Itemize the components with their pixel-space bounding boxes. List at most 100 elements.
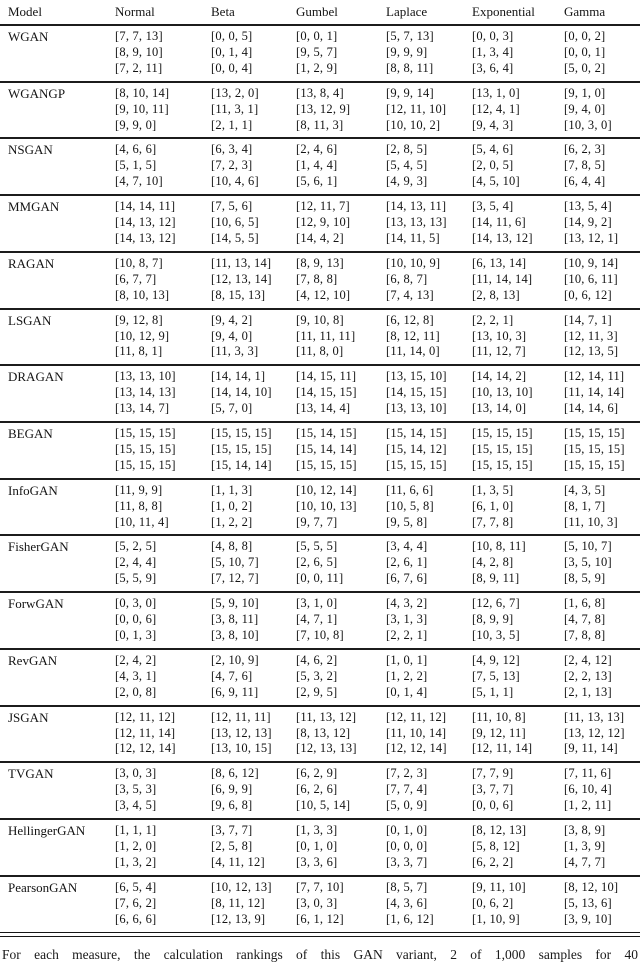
table-row: MMGAN [14, 14, 11] [14, 13, 12] [14, 13, 12… <box>0 194 640 252</box>
triplet-value: [9, 10, 11] <box>115 101 169 116</box>
triplet-value: [11, 14, 14] <box>472 271 533 286</box>
table-row: BEGAN [15, 15, 15] [15, 15, 15] [15, 15, 15… <box>0 421 640 479</box>
table-row: NSGAN [4, 6, 6] [5, 1, 5] [4, 7, 10] [6, 3, … <box>0 137 640 196</box>
table-row: WGAN [7, 7, 13] [8, 9, 10] [7, 2, 11] [0, 0,… <box>0 25 640 82</box>
triplet-value: [7, 7, 9] <box>472 766 514 781</box>
triplet-value: [7, 6, 2] <box>115 895 157 910</box>
triplet-value: [6, 12, 8] <box>386 312 434 327</box>
triplet-value: [2, 4, 12] <box>564 652 612 667</box>
triplet-value: [9, 4, 0] <box>211 328 253 343</box>
value-cell: [12, 11, 12] [11, 10, 14] [12, 12, 14] <box>378 704 464 763</box>
triplet-value: [7, 7, 13] <box>115 29 163 43</box>
column-header-normal: Normal <box>107 0 203 26</box>
triplet-value: [4, 6, 6] <box>115 142 157 157</box>
triplet-value: [3, 3, 6] <box>296 854 338 869</box>
triplet-value: [5, 8, 12] <box>472 838 520 853</box>
value-cell: [12, 6, 7] [8, 9, 9] [10, 3, 5] <box>464 591 556 649</box>
triplet-value: [13, 13, 10] <box>386 401 447 416</box>
triplet-value: [14, 13, 12] <box>472 230 533 245</box>
triplet-value: [2, 1, 13] <box>564 684 612 699</box>
triplet-value: [6, 7, 7] <box>115 271 157 286</box>
triplet-value: [11, 8, 1] <box>115 344 163 359</box>
value-cell: [0, 0, 3] [1, 3, 4] [3, 6, 4] <box>464 25 556 82</box>
triplet-value: [5, 4, 6] <box>472 142 514 157</box>
triplet-value: [2, 0, 5] <box>472 158 514 173</box>
triplet-value: [2, 8, 5] <box>386 142 428 157</box>
value-cell: [8, 6, 12] [6, 9, 9] [9, 6, 8] <box>203 761 288 820</box>
model-name: MMGAN <box>0 194 107 252</box>
gan-results-table: Model Normal Beta Gumbel Laplace Exponential G… <box>0 0 640 932</box>
triplet-value: [11, 13, 13] <box>564 709 625 724</box>
triplet-value: [5, 3, 2] <box>296 668 338 683</box>
value-cell: [1, 1, 3] [1, 0, 2] [1, 2, 2] <box>203 477 288 536</box>
triplet-value: [3, 3, 7] <box>386 854 428 869</box>
triplet-value: [14, 7, 1] <box>564 312 612 327</box>
triplet-value: [4, 11, 12] <box>211 854 265 869</box>
value-cell: [2, 4, 2] [4, 3, 1] [2, 0, 8] <box>107 647 203 706</box>
triplet-value: [15, 15, 15] <box>564 426 625 441</box>
triplet-value: [2, 4, 2] <box>115 652 157 667</box>
value-cell: [7, 11, 6] [6, 10, 4] [1, 2, 11] <box>556 761 640 820</box>
value-cell: [6, 2, 3] [7, 8, 5] [6, 4, 4] <box>556 137 640 196</box>
triplet-value: [14, 15, 15] <box>296 385 357 400</box>
triplet-value: [8, 11, 12] <box>211 895 265 910</box>
triplet-value: [1, 2, 11] <box>564 798 612 813</box>
triplet-value: [0, 0, 2] <box>564 29 606 43</box>
column-header-laplace: Laplace <box>378 0 464 26</box>
value-cell: [10, 8, 7] [6, 7, 7] [8, 10, 13] <box>107 250 203 309</box>
table-row: DRAGAN [13, 13, 10] [13, 14, 13] [13, 14, 7… <box>0 364 640 423</box>
triplet-value: [0, 0, 5] <box>211 29 253 43</box>
triplet-value: [9, 1, 0] <box>564 85 606 100</box>
triplet-value: [6, 9, 9] <box>211 782 253 797</box>
triplet-value: [10, 5, 8] <box>386 498 434 513</box>
triplet-value: [3, 8, 10] <box>211 628 259 642</box>
value-cell: [1, 1, 1] [1, 2, 0] [1, 3, 2] <box>107 818 203 876</box>
value-cell: [2, 8, 5] [5, 4, 5] [4, 9, 3] <box>378 137 464 196</box>
triplet-value: [3, 4, 4] <box>386 539 428 554</box>
value-cell: [7, 5, 6] [10, 6, 5] [14, 5, 5] <box>203 194 288 252</box>
table-row: FisherGAN [5, 2, 5] [2, 4, 4] [5, 5, 9] [4, … <box>0 534 640 593</box>
model-name: FisherGAN <box>0 534 107 593</box>
value-cell: [14, 14, 11] [14, 13, 12] [14, 13, 12] <box>107 194 203 252</box>
triplet-value: [14, 13, 12] <box>115 230 176 245</box>
triplet-value: [12, 14, 11] <box>564 369 625 384</box>
triplet-value: [15, 14, 14] <box>211 457 272 472</box>
triplet-value: [12, 12, 14] <box>386 741 447 756</box>
value-cell: [14, 14, 1] [14, 14, 10] [5, 7, 0] <box>203 364 288 423</box>
triplet-value: [1, 1, 3] <box>211 482 253 497</box>
triplet-value: [4, 9, 3] <box>386 174 428 189</box>
triplet-value: [15, 15, 15] <box>115 426 176 441</box>
value-cell: [7, 7, 13] [8, 9, 10] [7, 2, 11] <box>107 25 203 82</box>
triplet-value: [3, 7, 7] <box>211 823 253 838</box>
value-cell: [9, 10, 8] [11, 11, 11] [11, 8, 0] <box>288 307 378 366</box>
triplet-value: [4, 8, 8] <box>211 539 253 554</box>
triplet-value: [8, 5, 7] <box>386 879 428 894</box>
triplet-value: [11, 3, 3] <box>211 344 259 359</box>
triplet-value: [2, 2, 1] <box>386 628 428 642</box>
triplet-value: [10, 12, 13] <box>211 879 272 894</box>
value-cell: [6, 13, 14] [11, 14, 14] [2, 8, 13] <box>464 250 556 309</box>
triplet-value: [2, 4, 4] <box>115 555 157 570</box>
value-cell: [13, 5, 4] [14, 9, 2] [13, 12, 1] <box>556 194 640 252</box>
value-cell: [9, 4, 2] [9, 4, 0] [11, 3, 3] <box>203 307 288 366</box>
triplet-value: [14, 13, 11] <box>386 199 447 214</box>
value-cell: [8, 12, 13] [5, 8, 12] [6, 2, 2] <box>464 818 556 876</box>
triplet-value: [13, 14, 13] <box>115 385 176 400</box>
model-name: BEGAN <box>0 421 107 479</box>
triplet-value: [12, 11, 12] <box>115 709 176 724</box>
triplet-value: [1, 3, 4] <box>472 44 514 59</box>
triplet-value: [6, 1, 0] <box>472 498 514 513</box>
triplet-value: [1, 6, 8] <box>564 596 606 611</box>
triplet-value: [14, 15, 11] <box>296 369 357 384</box>
value-cell: [10, 12, 13] [8, 11, 12] [12, 13, 9] <box>203 874 288 932</box>
value-cell: [0, 0, 1] [9, 5, 7] [1, 2, 9] <box>288 25 378 82</box>
caption-clipped: For each measure, the calculation rankin… <box>2 946 638 962</box>
triplet-value: [5, 5, 5] <box>296 539 338 554</box>
triplet-value: [2, 10, 9] <box>211 652 259 667</box>
triplet-value: [11, 9, 9] <box>115 482 163 497</box>
triplet-value: [14, 9, 2] <box>564 215 612 230</box>
triplet-value: [12, 13, 13] <box>296 741 357 756</box>
triplet-value: [4, 3, 1] <box>115 668 157 683</box>
triplet-value: [4, 12, 10] <box>296 287 351 302</box>
triplet-value: [6, 5, 4] <box>115 879 157 894</box>
